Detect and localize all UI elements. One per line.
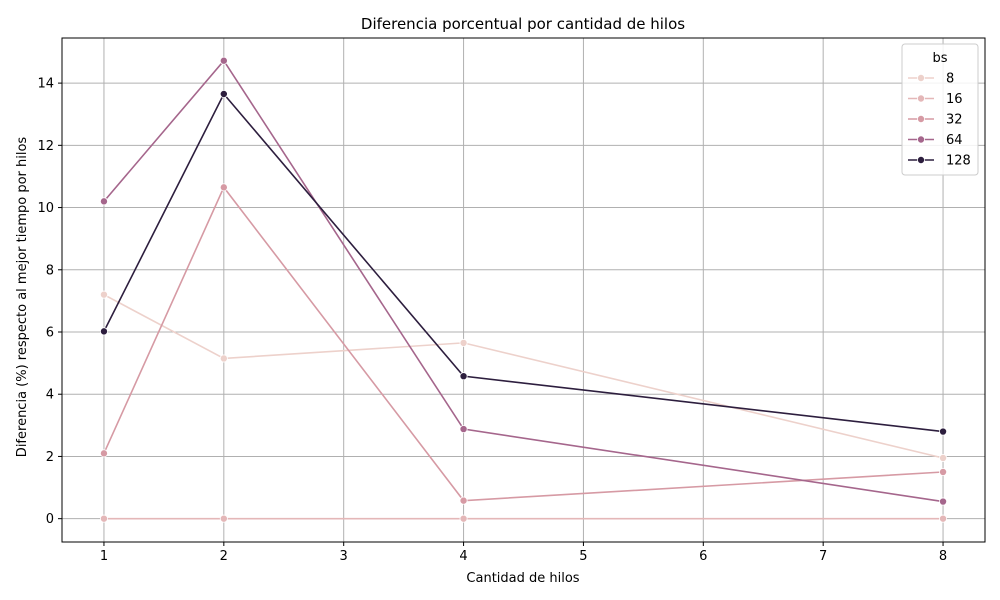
data-point	[459, 425, 468, 434]
legend-swatch-marker	[917, 135, 926, 144]
legend-label: 64	[946, 133, 963, 148]
x-tick-label: 7	[819, 549, 827, 564]
y-tick-label: 2	[46, 450, 54, 465]
legend-entry: 16	[908, 92, 963, 107]
data-point	[939, 514, 948, 523]
data-point	[219, 514, 228, 523]
legend-swatch-marker	[917, 74, 926, 83]
data-point	[459, 514, 468, 523]
legend-swatch-marker	[917, 115, 926, 124]
series-bs-8	[99, 290, 948, 462]
x-tick-label: 4	[459, 549, 467, 564]
data-point	[939, 453, 948, 462]
data-point	[219, 90, 228, 99]
x-axis-ticks: 1 2 3 4 5 6 7 8	[100, 542, 947, 564]
grid-lines	[62, 38, 985, 542]
legend-entry: 8	[908, 72, 954, 87]
data-point	[99, 514, 108, 523]
chart-title: Diferencia porcentual por cantidad de hi…	[361, 15, 685, 33]
legend: bs 8 16 32 64 128	[901, 43, 979, 176]
data-point	[219, 56, 228, 65]
y-axis-label: Diferencia (%) respecto al mejor tiempo …	[15, 137, 30, 458]
series-bs-64	[99, 56, 948, 506]
x-axis-label: Cantidad de hilos	[466, 571, 579, 586]
x-tick-label: 1	[100, 549, 108, 564]
legend-entry: 64	[908, 133, 963, 148]
y-tick-label: 14	[37, 77, 54, 92]
data-point	[99, 327, 108, 336]
y-tick-label: 0	[46, 512, 54, 527]
legend-label: 32	[946, 113, 963, 128]
data-point	[459, 496, 468, 505]
y-axis-ticks: 0 2 4 6 8 10 12 14	[37, 77, 62, 527]
series-line	[103, 293, 944, 459]
series-layer	[99, 56, 948, 523]
legend-label: 16	[946, 92, 963, 107]
data-point	[219, 354, 228, 363]
series-bs-32	[99, 183, 948, 505]
x-tick-label: 5	[579, 549, 587, 564]
legend-entry: 32	[908, 113, 963, 128]
legend-swatch-marker	[917, 155, 926, 164]
legend-title: bs	[932, 51, 947, 66]
y-tick-label: 6	[46, 326, 54, 341]
series-bs-128	[99, 90, 948, 436]
y-tick-label: 12	[37, 139, 54, 154]
legend-swatch-marker	[917, 94, 926, 103]
data-point	[459, 338, 468, 347]
x-tick-label: 2	[220, 549, 228, 564]
y-tick-label: 4	[46, 388, 54, 403]
x-tick-label: 6	[699, 549, 707, 564]
legend-label: 8	[946, 72, 954, 87]
legend-entry: 128	[908, 154, 971, 169]
series-line	[103, 92, 944, 433]
series-line	[103, 185, 944, 502]
series-bs-16	[99, 514, 948, 523]
y-tick-label: 8	[46, 263, 54, 278]
data-point	[939, 497, 948, 506]
x-tick-label: 3	[340, 549, 348, 564]
data-point	[219, 183, 228, 192]
data-point	[99, 290, 108, 299]
series-line	[103, 59, 944, 503]
data-point	[939, 427, 948, 436]
y-tick-label: 10	[37, 201, 54, 216]
data-point	[459, 372, 468, 381]
data-point	[99, 197, 108, 206]
data-point	[939, 467, 948, 476]
x-tick-label: 8	[939, 549, 947, 564]
data-point	[99, 449, 108, 458]
plot-frame	[61, 37, 986, 543]
legend-label: 128	[946, 154, 971, 169]
